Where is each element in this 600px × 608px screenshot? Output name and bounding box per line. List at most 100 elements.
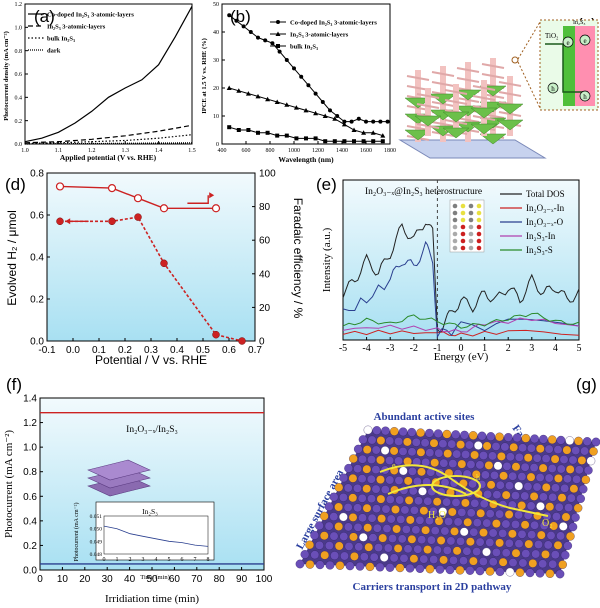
- atom: [374, 543, 383, 552]
- atom: [511, 462, 521, 472]
- atom: [560, 550, 570, 560]
- atom: [395, 495, 405, 505]
- atom: [511, 548, 521, 558]
- label-tio2: TiO₂: [545, 32, 559, 40]
- x-tick-label: 3: [529, 343, 534, 354]
- atom: [325, 560, 335, 570]
- atom: [517, 472, 527, 481]
- data-point-b: [304, 136, 308, 141]
- atom: [468, 431, 478, 440]
- atom: [315, 540, 324, 550]
- atom: [541, 550, 550, 559]
- x-tick-label: -5: [339, 343, 347, 354]
- atom: [506, 452, 515, 462]
- x-tick-label: 0.3: [144, 345, 158, 356]
- vacancy-site: [514, 481, 524, 491]
- atom: [456, 440, 465, 449]
- crystal-atom: [476, 217, 482, 223]
- y-tick-label: 30: [213, 58, 219, 64]
- crystal-atom: [460, 238, 466, 244]
- atom: [405, 515, 415, 525]
- atom: [364, 542, 374, 552]
- hole-1-label: h: [551, 85, 555, 93]
- atom: [477, 431, 487, 441]
- y-tick-label: 40: [213, 30, 219, 36]
- atom: [430, 458, 440, 468]
- atom: [442, 429, 452, 439]
- atom: [560, 483, 570, 493]
- axis-arrow-right: [187, 195, 209, 204]
- data-point-b: [313, 110, 319, 116]
- atom: [541, 454, 551, 463]
- panel-label-a: (a): [34, 7, 55, 26]
- vacancy-site: [493, 461, 503, 471]
- atom: [523, 453, 533, 463]
- rod-stem: [425, 88, 431, 136]
- rod-sheath: [404, 97, 432, 109]
- inset-y-tick-label: 0.050: [90, 527, 103, 533]
- atom: [569, 484, 579, 494]
- series-line-e-4: [342, 312, 580, 329]
- y-tick-label: 0.2: [30, 295, 44, 306]
- legend-marker-b: [276, 20, 280, 24]
- atom: [419, 554, 429, 564]
- atom: [407, 447, 417, 457]
- atom: [443, 449, 453, 458]
- vacancy-site: [565, 436, 575, 445]
- atom: [319, 531, 329, 541]
- atom: [536, 530, 546, 540]
- data-point-fe: [107, 184, 117, 193]
- atom: [482, 518, 492, 528]
- atom: [415, 564, 425, 573]
- atom: [482, 441, 492, 451]
- ylabel-a: Photocurrent density (mA cm⁻²): [3, 31, 10, 121]
- atom: [320, 550, 330, 560]
- atom: [457, 459, 467, 469]
- atom: [428, 506, 438, 516]
- x-tick-label: 10: [57, 574, 69, 585]
- atom: [518, 443, 527, 453]
- atom: [501, 519, 511, 529]
- inset-y-tick-label: 0.051: [90, 514, 103, 520]
- atom: [375, 562, 385, 572]
- inset-x-tick-label: 3: [142, 557, 145, 563]
- atom: [403, 476, 413, 486]
- atom: [457, 508, 467, 517]
- atom: [381, 504, 391, 514]
- atom: [456, 536, 465, 546]
- atom: [486, 480, 496, 490]
- electron-2-label: e: [583, 37, 586, 45]
- atom: [430, 526, 440, 535]
- atom: [508, 529, 517, 539]
- x-tick-label: 5: [577, 343, 582, 354]
- carrier-e-label: e: [392, 461, 396, 470]
- atom: [439, 458, 449, 468]
- data-point-b: [313, 136, 318, 141]
- atom: [501, 490, 511, 500]
- atom: [545, 502, 555, 512]
- atom: [556, 531, 565, 541]
- atom: [452, 449, 462, 459]
- data-point-b: [342, 119, 347, 124]
- atom: [305, 560, 315, 569]
- label-bottom-g: Carriers transport in 2D pathway: [353, 581, 512, 593]
- atom: [554, 502, 564, 512]
- atom: [329, 512, 339, 521]
- atom: [495, 567, 505, 577]
- vacancy-site: [482, 547, 491, 557]
- atom: [376, 436, 386, 445]
- crystal-atom: [452, 210, 458, 216]
- series-line-e-0: [342, 223, 580, 333]
- atom: [546, 531, 556, 540]
- atom: [310, 530, 319, 540]
- atom: [563, 474, 572, 484]
- panel-g: (g) Abundant active sites Large surface …: [280, 368, 600, 608]
- atom: [334, 502, 343, 512]
- atom: [324, 521, 334, 531]
- atom: [545, 569, 555, 578]
- data-point-b: [227, 13, 232, 18]
- atom: [416, 428, 425, 438]
- y-tick-label: 0.4: [30, 253, 44, 264]
- atom: [498, 557, 508, 567]
- atom: [566, 493, 576, 503]
